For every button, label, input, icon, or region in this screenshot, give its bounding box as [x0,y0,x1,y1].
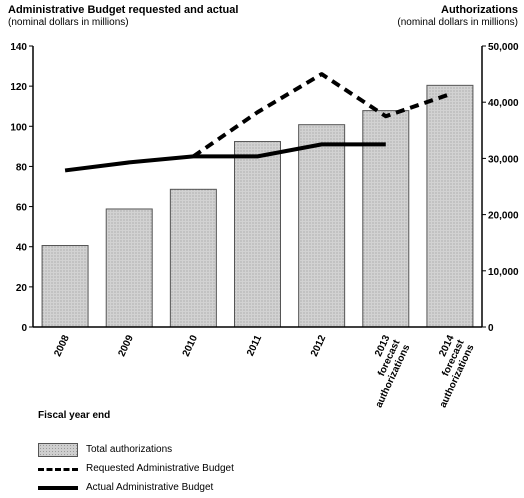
legend-item-authorizations: Total authorizations [38,440,234,459]
legend-key-bar [38,442,78,457]
left-tick-label-60: 60 [16,203,28,214]
left-tick-label-40: 40 [16,243,28,254]
legend-label-actual: Actual Administrative Budget [86,482,214,493]
x-axis-title: Fiscal year end [38,410,111,421]
right-axis-header: Authorizations (nominal dollars in milli… [397,4,518,29]
right-tick-label-0: 0 [488,323,494,334]
left-tick-label-0: 0 [21,323,27,334]
actual-budget-line [64,142,386,173]
right-tick-label-50000: 50,000 [488,42,519,53]
requested-budget-line [192,72,451,159]
legend-key-dashed-line [38,462,78,476]
authorization-bar-2011 [234,141,281,328]
authorization-bar-2008 [41,245,89,328]
right-tick-label-20000: 20,000 [488,211,519,222]
x-tick-label-2014: 2014forecastauthorizations [418,333,477,409]
right-tick-label-30000: 30,000 [488,154,519,165]
left-tick-label-100: 100 [10,122,27,133]
right-tick-label-10000: 10,000 [488,267,519,278]
legend: Total authorizations Requested Administr… [38,440,234,497]
authorization-bar-2009 [105,208,153,328]
chart-canvas: 0 20 40 60 80 100 120 140 0 10,000 20,000 30,000 40,… [10,42,519,410]
legend-item-requested: Requested Administrative Budget [38,459,234,478]
left-axis-header: Administrative Budget requested and actu… [8,4,238,29]
right-axis-subtitle: (nominal dollars in millions) [397,17,518,28]
x-tick-label-2013: 2013forecastauthorizations [354,333,413,409]
authorization-bar-2014 [426,84,474,328]
left-tick-label-20: 20 [16,283,28,294]
authorization-bar-2013 [362,110,410,328]
left-tick-label-80: 80 [16,162,28,173]
left-tick-label-120: 120 [10,82,27,93]
legend-label-authorizations: Total authorizations [86,444,173,455]
legend-item-actual: Actual Administrative Budget [38,478,234,497]
x-tick-label-2008: 2008 [52,333,72,358]
legend-key-solid-line [38,481,78,495]
x-tick-label-2012: 2012 [309,333,329,358]
x-tick-label-2010: 2010 [181,333,201,358]
left-tick-label-140: 140 [10,42,27,53]
right-tick-label-40000: 40,000 [488,98,519,109]
right-axis-title: Authorizations [441,4,518,16]
authorization-bar-2010 [169,188,217,328]
left-axis-subtitle: (nominal dollars in millions) [8,17,129,28]
authorization-bar-2012 [298,124,346,328]
left-axis-title: Administrative Budget requested and actu… [8,4,239,16]
x-tick-label-2011: 2011 [245,333,264,358]
legend-label-requested: Requested Administrative Budget [86,463,234,474]
x-tick-label-2009: 2009 [117,333,137,358]
